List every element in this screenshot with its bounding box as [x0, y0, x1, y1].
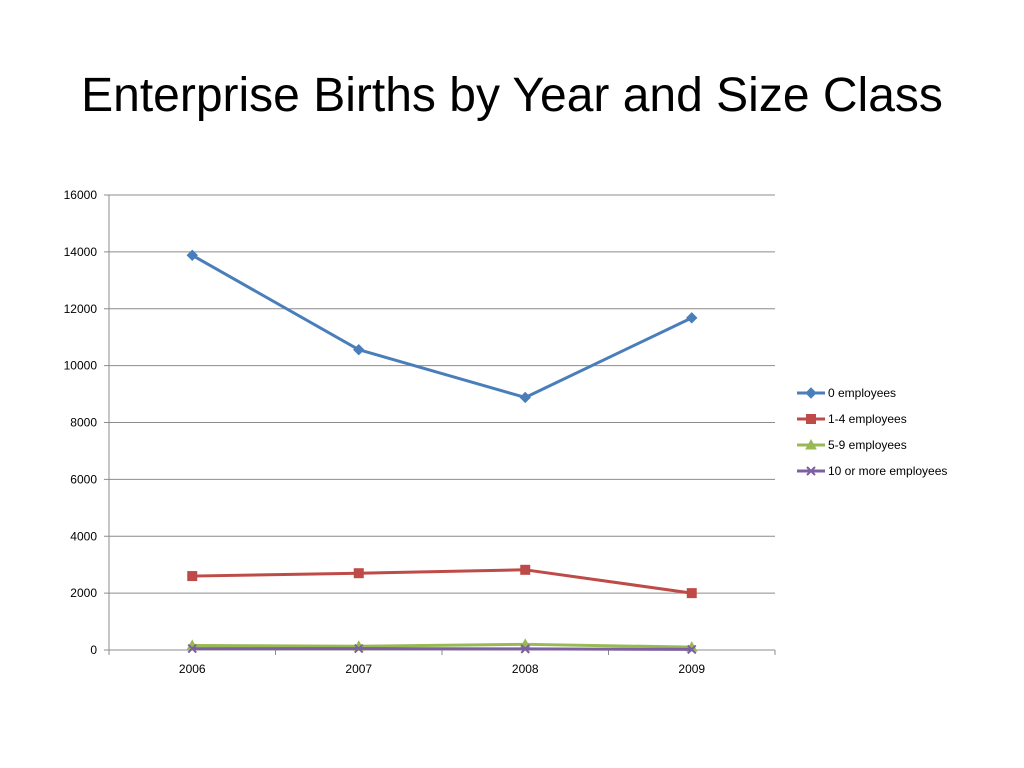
data-point-series-2 [520, 564, 531, 575]
y-tick-label: 12000 [64, 302, 98, 316]
data-point-series-1 [186, 249, 198, 261]
y-tick-label: 4000 [70, 529, 97, 543]
y-tick-label: 6000 [70, 472, 97, 486]
legend-label: 0 employees [828, 386, 896, 400]
x-tick-label: 2007 [345, 662, 372, 676]
data-point-series-2 [353, 568, 364, 579]
legend-label: 1-4 employees [828, 412, 907, 426]
x-marker-stroke [520, 644, 530, 654]
x-marker-stroke [687, 644, 697, 655]
series-line-4 [192, 647, 692, 651]
legend-label: 5-9 employees [828, 438, 907, 452]
data-point-series-1 [353, 343, 365, 356]
x-marker-stroke [187, 643, 197, 654]
data-point-series-2 [187, 571, 198, 582]
legend-swatch-marker [805, 438, 817, 450]
legend-swatch-marker [806, 414, 816, 424]
data-point-series-4 [687, 644, 697, 655]
x-tick-label: 2008 [512, 662, 539, 676]
y-tick-label: 16000 [64, 188, 98, 202]
legend-swatch-marker [806, 466, 816, 476]
data-point-series-1 [519, 391, 531, 404]
legend-swatch-marker [805, 387, 817, 399]
x-tick-label: 2009 [678, 662, 705, 676]
data-point-series-2 [686, 588, 697, 599]
x-tick-label: 2006 [179, 662, 206, 676]
series-line-3 [192, 642, 692, 649]
x-marker-stroke [806, 466, 816, 476]
series-line-2 [192, 568, 692, 595]
x-marker-stroke [354, 643, 364, 654]
series-line-1 [191, 253, 693, 399]
data-point-series-4 [354, 643, 364, 654]
data-point-series-1 [686, 312, 698, 324]
y-tick-label: 10000 [64, 359, 98, 373]
y-tick-label: 14000 [64, 245, 98, 259]
data-point-series-4 [520, 644, 530, 654]
data-point-series-4 [187, 643, 197, 654]
slide-title: Enterprise Births by Year and Size Class [81, 69, 943, 122]
y-tick-label: 2000 [70, 586, 97, 600]
y-tick-label: 0 [90, 643, 97, 657]
legend-label: 10 or more employees [828, 464, 947, 478]
y-tick-label: 8000 [70, 416, 97, 430]
